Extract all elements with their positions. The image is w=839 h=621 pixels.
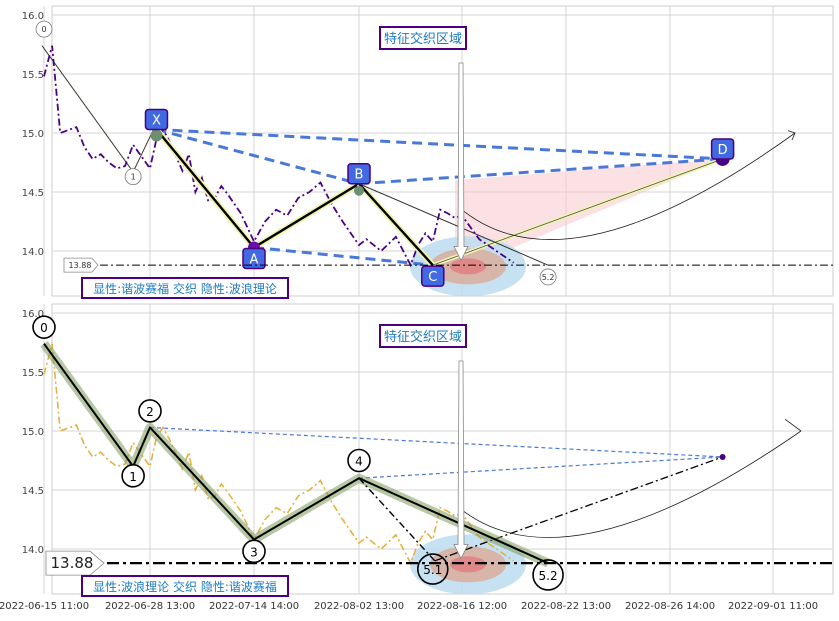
annotation-arrow [453, 360, 469, 560]
point-marker-d [719, 453, 726, 460]
wave-label-circle [124, 168, 142, 186]
wave-label-circle [32, 315, 56, 339]
pattern-point-label: C [428, 270, 437, 285]
pattern-point-label: B [355, 168, 364, 183]
y-tick-label: 16.0 [22, 11, 44, 22]
y-tick-label: 14.5 [22, 188, 44, 199]
pattern-point-box [242, 247, 266, 270]
harmonic-dashed-line [358, 157, 723, 186]
annotation-arrow [453, 62, 469, 262]
y-tick-label: 14.0 [22, 545, 44, 556]
y-tick-label: 15.5 [22, 70, 44, 81]
price-series-line [43, 343, 515, 566]
dashdot-projection [434, 456, 723, 562]
pattern-point-box [710, 138, 735, 160]
footer-label: 显性:谐波赛福 交织 隐性:波浪理论 [93, 281, 277, 296]
wave-4-5-line [358, 183, 549, 266]
x-tick-label: 2022-08-26 14:00 [625, 601, 715, 612]
y-tick-label: 15.0 [22, 129, 44, 140]
x-tick-label: 2022-08-22 13:00 [521, 601, 611, 612]
target-zone-inner [450, 258, 486, 275]
y-tick-label: 16.0 [22, 309, 44, 320]
pattern-leg [155, 128, 255, 249]
hline-label: 13.88 [51, 554, 94, 572]
panel-bottom: 14.0 14.5 15.0 15.5 16.00 1 2 3 4 5.1 5.2 13.88 特征交织… [22, 303, 834, 597]
x-tick-label: 2022-08-02 13:00 [314, 601, 404, 612]
annotation-box [379, 324, 467, 348]
wave-label: 1 [129, 470, 137, 484]
harmonic-dashed-line [358, 456, 723, 479]
wave-line [43, 343, 549, 565]
footer-label-box [81, 575, 289, 597]
projection-curve [458, 132, 796, 240]
wave-label: 4 [355, 455, 363, 469]
wave-label: 5.1 [423, 563, 442, 577]
y-tick-label: 15.5 [22, 368, 44, 379]
price-series-line [43, 45, 515, 268]
wave-label: 3 [250, 545, 258, 559]
annotation-box [379, 26, 467, 50]
wave-label-circle [121, 464, 145, 488]
y-tick-label: 14.0 [22, 247, 44, 258]
wave-label-circle [539, 268, 557, 286]
x-tick-label: 2022-06-15 11:00 [0, 601, 89, 612]
x-tick-label: 2022-07-14 14:00 [209, 601, 299, 612]
wave-label-circle [35, 20, 53, 38]
wave-label: 5.2 [539, 569, 558, 583]
pattern-point-box [421, 265, 445, 287]
pattern-leg [358, 182, 434, 266]
projection-curve [458, 430, 802, 538]
x-tick-label: 2022-08-16 12:00 [417, 601, 507, 612]
point-marker-b [354, 185, 364, 196]
hline-label-tag [45, 550, 105, 576]
cd-leg [432, 158, 723, 266]
target-zone-inner [450, 556, 486, 573]
pattern-point-label: X [152, 113, 161, 128]
pattern-point-label: D [718, 143, 728, 158]
harmonic-dashed-line [253, 245, 433, 267]
projection-arrowhead [787, 130, 796, 141]
wave-label: 0 [40, 321, 48, 335]
annotation-text: 特征交织区域 [384, 31, 462, 47]
wave-label: 2 [146, 405, 154, 419]
wave-label: 5.2 [542, 273, 555, 282]
wave-label-circle [532, 559, 564, 591]
wave-label-circle [416, 553, 449, 585]
pattern-leg [253, 182, 360, 249]
hline-label: 13.88 [69, 261, 92, 270]
wave-label: 1 [131, 173, 136, 182]
point-marker-x [150, 129, 163, 142]
wave-label-circle [347, 448, 371, 473]
panel-top: 14.0 14.5 15.0 15.5 16.0 0 1 5.2 X A B C D 13.88 特征交织区… [22, 5, 834, 299]
x-tick-label: 2022-06-28 13:00 [105, 601, 195, 612]
hline-label-tag [63, 257, 99, 273]
harmonic-dashed-line [156, 128, 360, 186]
wave-4-51-line [358, 477, 436, 562]
wave-label-circle [138, 399, 162, 423]
pattern-point-box [144, 108, 169, 131]
footer-label-box [81, 277, 289, 299]
pattern-point-box [347, 162, 371, 185]
wave-label: 0 [41, 25, 46, 34]
annotation-text: 特征交织区域 [384, 329, 462, 345]
harmonic-dashed-line [149, 426, 723, 458]
y-tick-label: 14.5 [22, 486, 44, 497]
projection-arrowhead [784, 418, 802, 432]
x-tick-label: 2022-09-01 11:00 [728, 601, 818, 612]
y-tick-label: 15.0 [22, 427, 44, 438]
footer-label: 显性:波浪理论 交织 隐性:谐波赛福 [93, 579, 277, 594]
pattern-point-label: A [250, 252, 259, 267]
harmonic-dashed-line [156, 127, 723, 161]
